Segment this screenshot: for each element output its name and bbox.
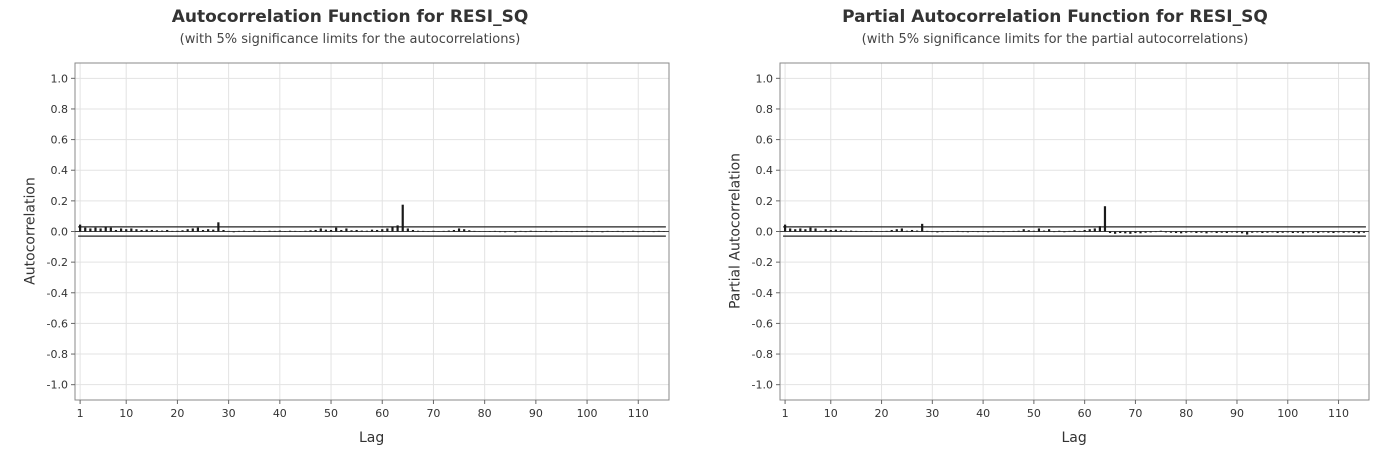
x-tick-label: 30 — [222, 407, 236, 420]
x-tick-label: 100 — [577, 407, 598, 420]
acf-plot: 1.00.80.60.40.20.0-0.2-0.4-0.6-0.8-1.01 1… — [47, 62, 670, 420]
x-tick-label: 50 — [1027, 407, 1041, 420]
y-tick-label: 0.2 — [756, 195, 774, 208]
x-tick-label: 90 — [529, 407, 543, 420]
x-tick-label: 20 — [170, 407, 184, 420]
y-tick-label: -0.8 — [47, 348, 68, 361]
y-tick-label: 1.0 — [51, 72, 69, 85]
y-tick-label: 0.4 — [51, 164, 69, 177]
x-tick-label: 40 — [976, 407, 990, 420]
y-axis-label: Autocorrelation — [22, 176, 38, 285]
x-tick-label: 60 — [375, 407, 389, 420]
y-tick-label: -1.0 — [47, 379, 68, 392]
x-tick-label: 50 — [324, 407, 338, 420]
y-tick-label: 1.0 — [756, 72, 774, 85]
y-tick-label: 0.6 — [51, 134, 69, 147]
chart-title: Autocorrelation Function for RESI_SQ — [171, 7, 529, 27]
y-tick-label: 0.8 — [756, 103, 774, 116]
y-tick-label: -0.6 — [752, 317, 773, 330]
y-tick-label: 0.0 — [51, 226, 69, 239]
x-tick-label: 90 — [1230, 407, 1244, 420]
x-tick-label: 20 — [875, 407, 889, 420]
y-tick-label: -0.8 — [752, 348, 773, 361]
y-tick-label: -0.4 — [47, 287, 68, 300]
x-tick-label: 10 — [824, 407, 838, 420]
x-tick-label: 30 — [925, 407, 939, 420]
y-tick-label: 0.4 — [756, 164, 774, 177]
chart-subtitle: (with 5% significance limits for the aut… — [179, 32, 521, 47]
acf-figure: Autocorrelation Function for RESI_SQ (wi… — [22, 7, 670, 446]
y-axis-label: Partial Autocorrelation — [727, 152, 743, 309]
x-axis-label: Lag — [1061, 430, 1087, 446]
y-tick-label: 0.2 — [51, 195, 69, 208]
x-tick-label: 70 — [1128, 407, 1142, 420]
y-tick-label: -1.0 — [752, 379, 773, 392]
x-tick-label: 100 — [1277, 407, 1298, 420]
y-tick-label: -0.4 — [752, 287, 773, 300]
chart-title: Partial Autocorrelation Function for RES… — [842, 7, 1268, 27]
x-tick-label: 110 — [1328, 407, 1349, 420]
x-tick-label: 70 — [426, 407, 440, 420]
x-tick-label: 1 — [77, 407, 84, 420]
pacf-figure: Partial Autocorrelation Function for RES… — [705, 0, 1400, 458]
y-tick-label: -0.2 — [752, 256, 773, 269]
x-tick-label: 40 — [273, 407, 287, 420]
x-tick-label: 1 — [782, 407, 789, 420]
y-tick-label: -0.2 — [47, 256, 68, 269]
y-tick-label: -0.6 — [47, 317, 68, 330]
x-tick-label: 80 — [478, 407, 492, 420]
chart-subtitle: (with 5% significance limits for the par… — [861, 32, 1249, 47]
x-axis-label: Lag — [359, 430, 385, 446]
pacf-plot: 1.00.80.60.40.20.0-0.2-0.4-0.6-0.8-1.01 1… — [752, 62, 1370, 420]
y-tick-label: 0.6 — [756, 134, 774, 147]
y-tick-label: 0.0 — [756, 226, 774, 239]
x-tick-label: 10 — [119, 407, 133, 420]
x-tick-label: 60 — [1078, 407, 1092, 420]
x-tick-label: 110 — [628, 407, 649, 420]
y-tick-label: 0.8 — [51, 103, 69, 116]
x-tick-label: 80 — [1179, 407, 1193, 420]
